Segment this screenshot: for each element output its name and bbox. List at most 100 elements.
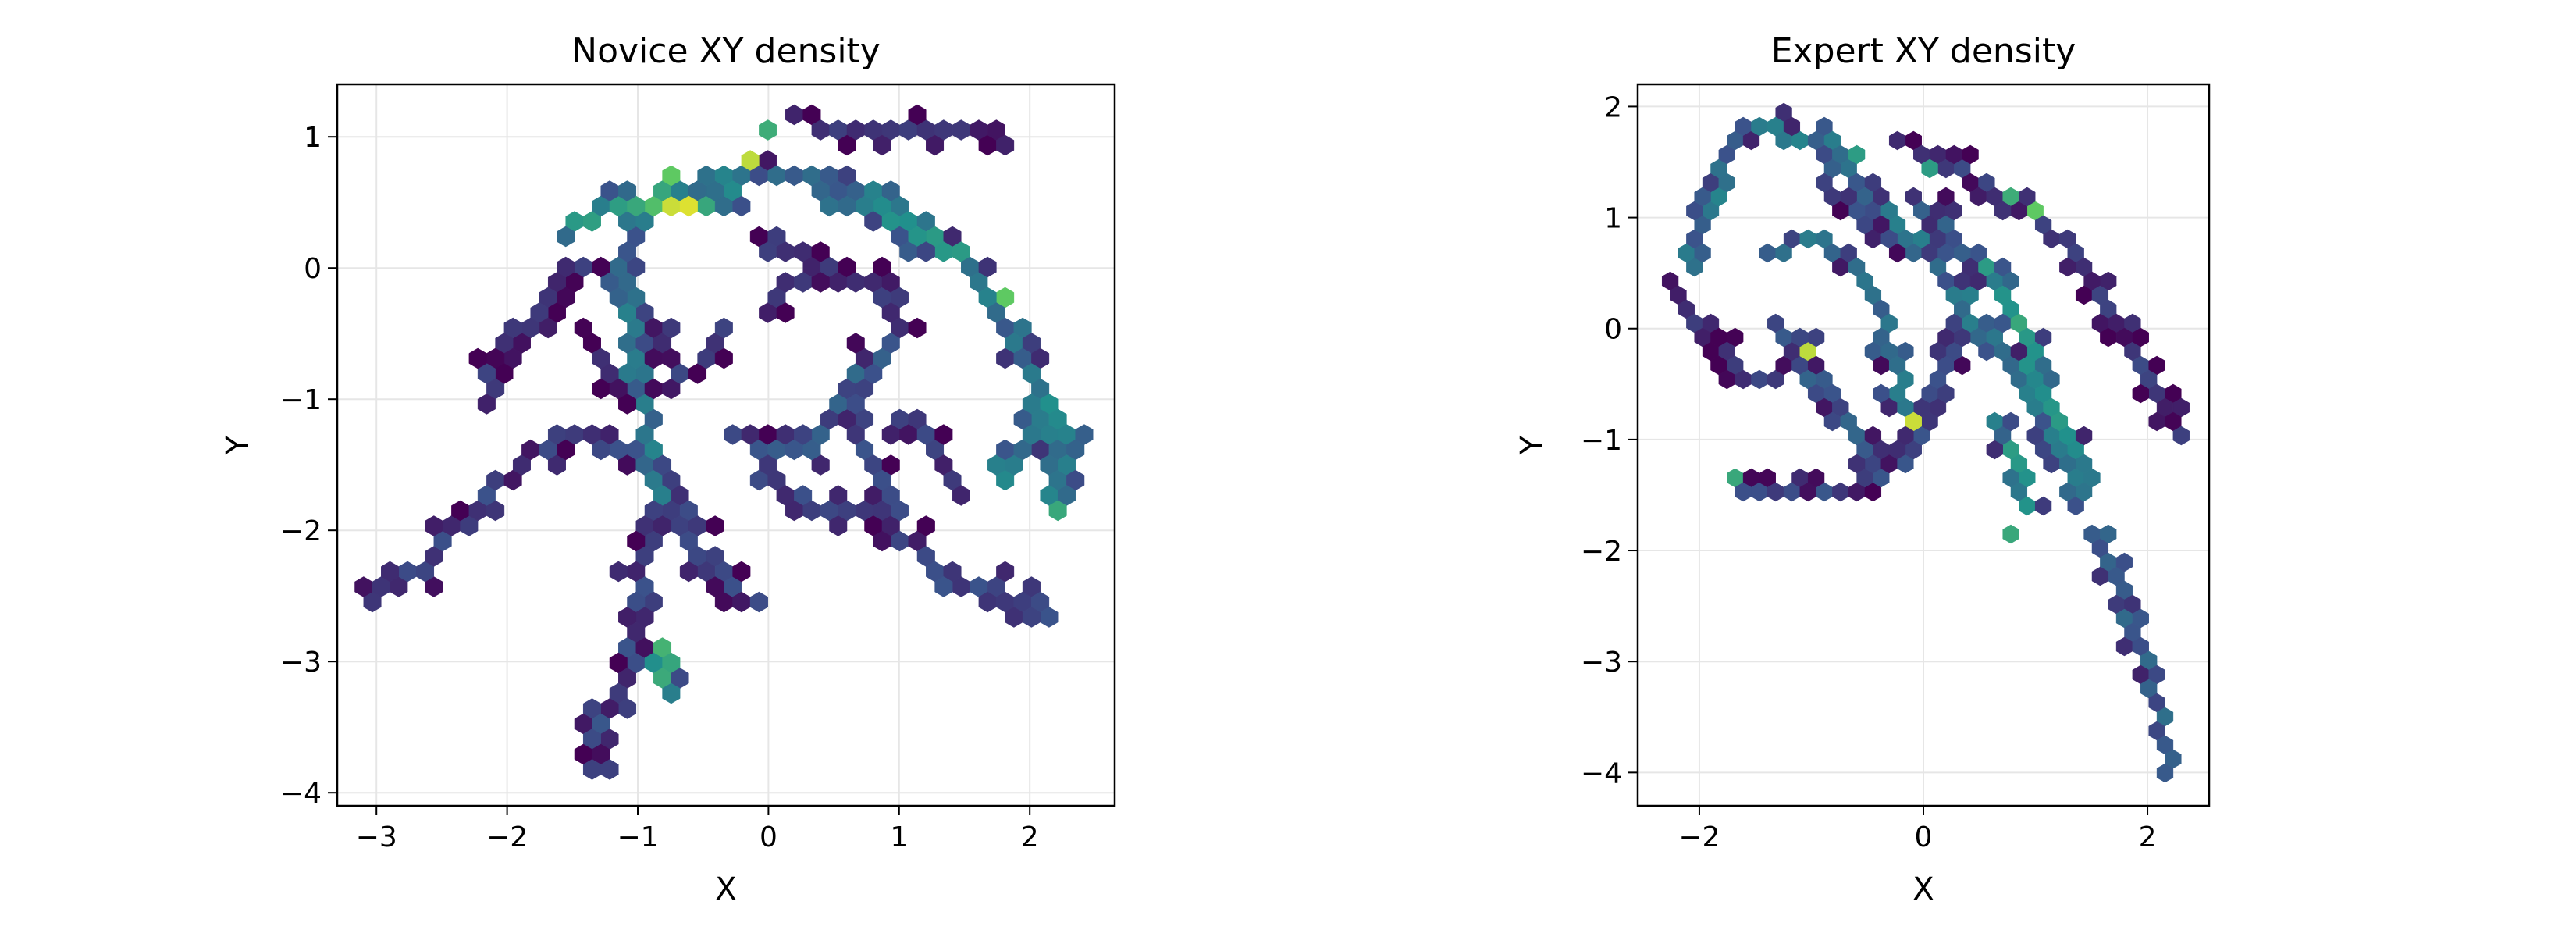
x-tick-label: 2 — [2139, 821, 2157, 853]
hexbin-cell — [644, 347, 663, 369]
x-axis-label: X — [715, 871, 736, 907]
hexbin-cell — [592, 256, 610, 278]
hexbin-cell — [811, 241, 830, 262]
hexbin-cell — [926, 134, 945, 156]
hexbin-cell — [1807, 468, 1825, 488]
hexbin-cell — [2075, 482, 2093, 502]
hexbin-cell — [557, 226, 575, 248]
hexbin-cell — [592, 439, 610, 461]
hexbin-cell — [1888, 243, 1906, 263]
x-tick-label: −3 — [356, 821, 397, 853]
hexbin-cell — [916, 241, 935, 262]
hexbin-cell — [662, 165, 681, 187]
hexbin-cell — [1783, 116, 1801, 137]
hexbin-cell — [934, 424, 953, 445]
hexbin-cell — [996, 134, 1015, 156]
hexbin-cell — [679, 561, 698, 583]
hexbin-cell — [1962, 144, 1979, 165]
hexbin-cell — [1994, 201, 2012, 221]
hexbin-cell — [662, 682, 681, 704]
hexbin-cell — [1075, 424, 1094, 445]
novice-density-panel: Novice XY density −3 −2 −1 0 1 2 −4 −3 −2 −1 0 1 X… — [220, 31, 1116, 907]
y-axis-ticks: −4 −3 −2 −1 0 1 2 — [1581, 91, 1638, 789]
y-tick-label: 1 — [304, 122, 322, 154]
y-tick-label: −2 — [1581, 536, 1622, 568]
hexbin-cell — [1791, 327, 1809, 347]
hexbin-cells — [1661, 102, 2190, 783]
x-tick-label: 2 — [1021, 821, 1039, 853]
y-tick-label: 1 — [1604, 203, 1622, 235]
hexbin-cell — [934, 576, 953, 597]
hexbin-cell — [759, 119, 777, 141]
hexbin-cell — [618, 394, 637, 415]
y-tick-label: 0 — [1604, 314, 1622, 346]
hexbin-cell — [706, 515, 724, 536]
expert-density-panel: Expert XY density −2 0 2 −4 −3 −2 −1 0 1 2 X Y — [1514, 31, 2211, 907]
hexbin-cell — [1888, 130, 1906, 151]
x-axis-ticks: −3 −2 −1 0 1 2 — [356, 806, 1039, 853]
hexbin-cell — [618, 180, 637, 201]
x-tick-label: −2 — [1678, 821, 1720, 853]
hexbin-cell — [1986, 440, 2003, 460]
hexbin-cell — [1848, 144, 1866, 165]
y-tick-label: −2 — [280, 515, 322, 547]
hexbin-cell — [829, 515, 848, 536]
hexbin-cell — [600, 759, 619, 780]
hexbin-cell — [846, 333, 865, 354]
hexbin-cell — [978, 256, 997, 278]
chart-title: Novice XY density — [571, 31, 881, 71]
hexbin-cell — [996, 561, 1015, 583]
y-tick-label: −4 — [1581, 757, 1622, 789]
hexbin-cell — [477, 394, 496, 415]
y-tick-label: 0 — [304, 253, 322, 285]
hexbin-cell — [381, 561, 400, 583]
hexbin-cell — [714, 317, 733, 339]
x-tick-label: −1 — [617, 821, 658, 853]
hexbin-cell — [2075, 426, 2093, 446]
chart-title: Expert XY density — [1771, 31, 2076, 71]
hexbin-cell — [2172, 426, 2190, 446]
hexbin-cell — [776, 302, 795, 323]
hexbin-cell — [952, 485, 970, 506]
hexbin-cell — [2091, 566, 2109, 586]
hexbin-cells — [354, 104, 1094, 780]
hexbin-cell — [1945, 313, 1962, 333]
hexbin-cell — [2115, 552, 2133, 572]
hexbin-cell — [916, 515, 935, 536]
hexbin-cell — [891, 500, 909, 522]
hexbin-cell — [908, 104, 927, 126]
hexbin-cell — [2132, 327, 2149, 347]
hexbin-cell — [811, 272, 830, 293]
plot-frame — [336, 83, 1116, 807]
x-axis-ticks: −2 0 2 — [1678, 806, 2157, 853]
y-axis-label: Y — [220, 435, 256, 455]
hexbin-cell — [881, 180, 900, 201]
hexbin-cell — [908, 317, 927, 339]
hexbin-cell — [873, 134, 891, 156]
x-tick-label: 1 — [890, 821, 908, 853]
y-axis-label: Y — [1514, 435, 1550, 455]
hexbin-cell — [741, 150, 760, 171]
hexbin-cell — [838, 165, 856, 187]
hexbin-cell — [714, 347, 733, 369]
y-tick-label: −3 — [280, 647, 322, 679]
hexbin-cell — [1048, 500, 1067, 522]
hexbin-cell — [732, 195, 751, 217]
hexbin-cell — [2002, 524, 2019, 544]
hexbin-cell — [609, 561, 628, 583]
hexbin-cell — [679, 195, 698, 217]
hexbin-cell — [1873, 440, 1890, 460]
y-tick-label: −4 — [280, 778, 322, 810]
y-tick-label: 2 — [1604, 91, 1622, 123]
hexbin-cell — [1897, 426, 1914, 446]
hexbin-cell — [1848, 454, 1866, 474]
hexbin-cell — [2019, 187, 2036, 207]
hexbin-cell — [1013, 408, 1032, 430]
hexbin-cell — [1022, 607, 1041, 628]
hexbin-cell — [557, 439, 575, 461]
hexbin-cell — [732, 561, 751, 583]
hexbin-cell — [2034, 496, 2052, 516]
x-tick-label: 0 — [760, 821, 777, 853]
